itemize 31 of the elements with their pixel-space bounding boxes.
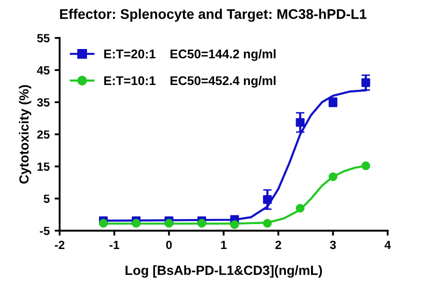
y-axis-title: Cytotoxicity (%) — [18, 85, 32, 184]
point — [164, 218, 174, 228]
x-tick-label: 2 — [275, 240, 282, 249]
y-tick-label: 35 — [37, 98, 50, 107]
point — [296, 204, 305, 213]
x-tick-label: 1 — [221, 240, 227, 249]
y-tick-label: 15 — [38, 162, 50, 171]
point — [328, 172, 338, 182]
chart-title: Effector: Splenocyte and Target: MC38-hPD-L1 — [60, 8, 366, 22]
y-tick-label: -5 — [40, 226, 50, 236]
point — [296, 118, 305, 127]
point — [230, 220, 239, 229]
x-tick-label: 4 — [384, 240, 391, 249]
x-axis-title: Log [BsAb-PD-L1&CD3](ng/mL) — [126, 265, 322, 278]
y-tick-label: 45 — [36, 66, 50, 74]
y-tick-label: 25 — [37, 130, 50, 139]
point — [263, 218, 272, 228]
point — [197, 218, 206, 228]
point — [361, 78, 370, 87]
point — [263, 195, 272, 204]
legend-label: E:T=10:1 EC50=452.4 ng/ml — [104, 76, 276, 88]
point — [361, 161, 370, 170]
legend-label: E:T=20:1 EC50=144.2 ng/ml — [104, 49, 276, 61]
y-tick-label: 5 — [44, 194, 50, 203]
point — [132, 218, 141, 228]
x-tick-label: -1 — [110, 240, 120, 249]
x-tick-label: 0 — [166, 240, 172, 250]
point — [99, 218, 108, 228]
y-tick-label: 55 — [37, 34, 50, 42]
x-tick-label: 3 — [330, 240, 336, 250]
x-tick-label: -2 — [54, 240, 64, 249]
